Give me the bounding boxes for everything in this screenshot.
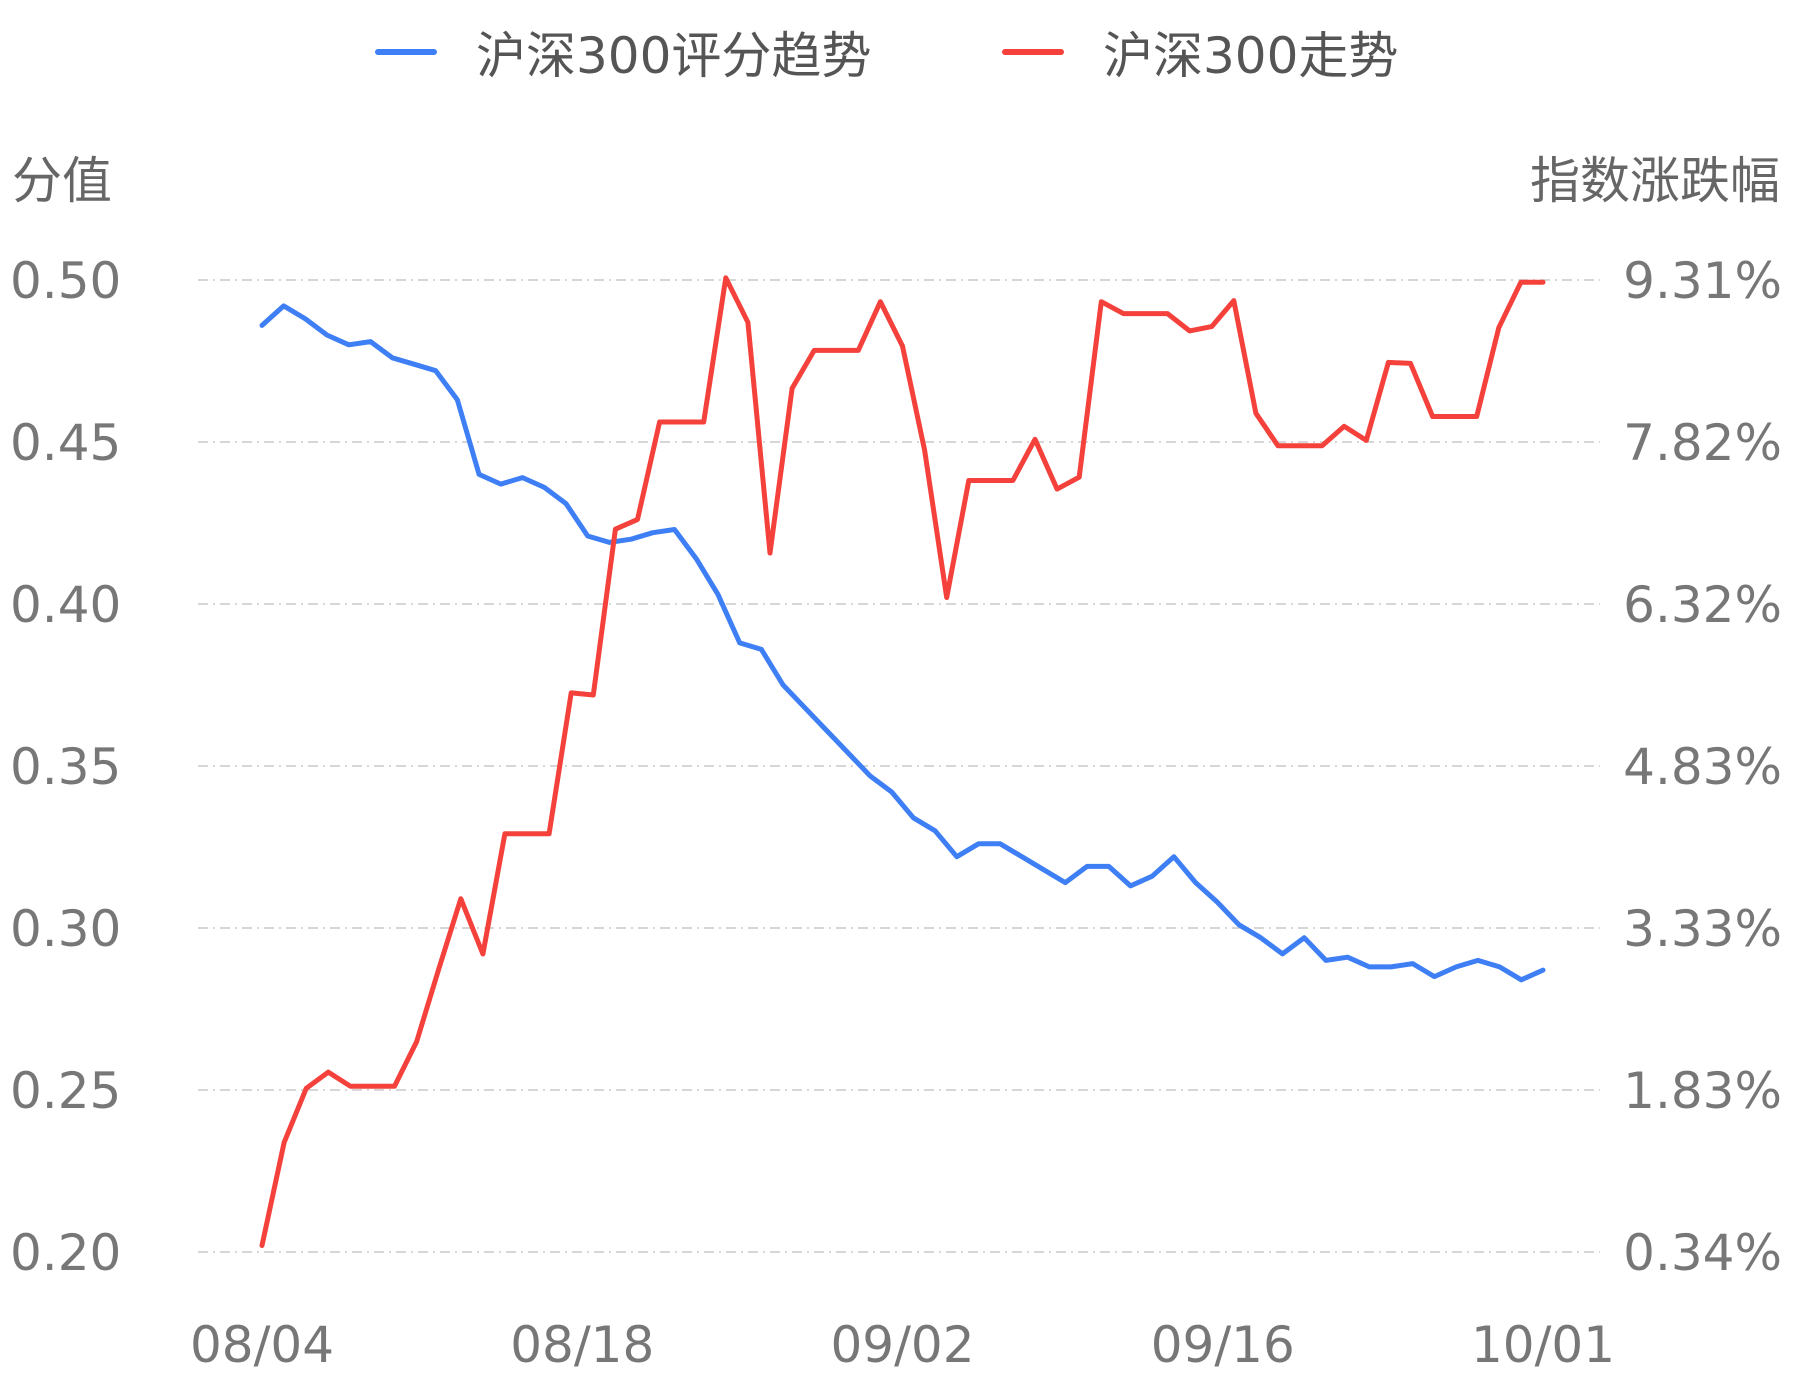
x-tick-label: 08/18 [510,1316,654,1374]
left-tick-label: 0.40 [10,576,121,634]
x-axis-ticks: 08/04 08/18 09/02 09/16 10/01 [190,1316,1615,1374]
series-group [259,275,1546,1248]
left-axis-title: 分值 [12,152,112,210]
right-tick-label: 7.82% [1623,414,1782,472]
right-axis-ticks: 9.31% 7.82% 6.32% 4.83% 3.33% 1.83% 0.34% [1623,252,1782,1282]
x-tick-label: 08/04 [190,1316,334,1374]
left-axis-ticks: 0.50 0.45 0.40 0.35 0.30 0.25 0.20 [10,252,121,1282]
right-tick-label: 3.33% [1623,900,1782,958]
left-tick-label: 0.50 [10,252,121,310]
series-line-score-trend [259,303,1546,983]
legend-label-index: 沪深300走势 [1103,27,1398,85]
right-tick-label: 0.34% [1623,1224,1782,1282]
left-tick-label: 0.35 [10,738,121,796]
x-tick-label: 09/02 [830,1316,974,1374]
left-tick-label: 0.20 [10,1224,121,1282]
x-tick-label: 09/16 [1151,1316,1295,1374]
right-tick-label: 9.31% [1623,252,1782,310]
right-axis-title: 指数涨跌幅 [1530,152,1780,210]
x-tick-label: 10/01 [1471,1316,1615,1374]
left-tick-label: 0.45 [10,414,121,472]
gridlines [198,279,1600,1253]
legend: 沪深300评分趋势 沪深300走势 [375,27,1398,85]
left-tick-label: 0.25 [10,1062,121,1120]
right-tick-label: 4.83% [1623,738,1782,796]
series-line-index-trend [259,275,1546,1248]
right-tick-label: 1.83% [1623,1062,1782,1120]
right-tick-label: 6.32% [1623,576,1782,634]
legend-label-score: 沪深300评分趋势 [476,27,871,85]
left-tick-label: 0.30 [10,900,121,958]
